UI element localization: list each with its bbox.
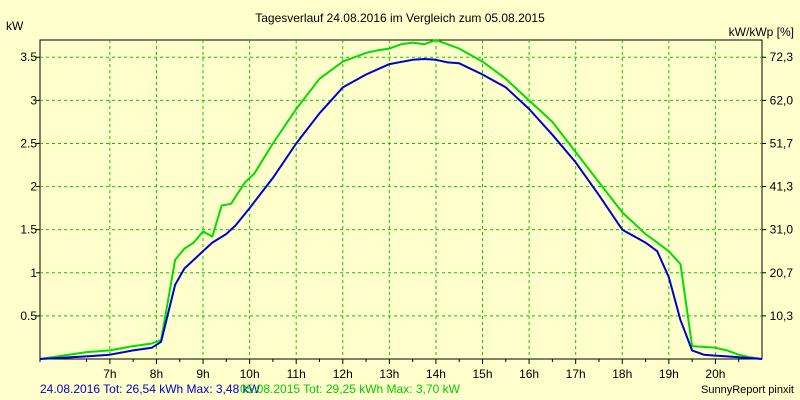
y-tick-label-right: 31,0: [770, 223, 794, 237]
footer-series-1-summary: 24.08.2016 Tot: 26,54 kWh Max: 3,48 kW: [40, 382, 261, 396]
series-line-2: [39, 39, 763, 360]
y-tick-label-left: 1: [30, 266, 37, 280]
series-line-1: [39, 58, 763, 360]
x-tick-label: 16h: [519, 367, 539, 381]
y-axis-label-right: kW/kWp [%]: [729, 25, 794, 39]
y-tick-label-right: 20,7: [770, 266, 794, 280]
series-lines: [39, 39, 763, 360]
y-axis-label-left: kW: [6, 19, 24, 33]
grid-lines: [40, 40, 762, 359]
y-tick-label-right: 72,3: [770, 50, 794, 64]
axis-ticks: 7h 8h 9h 10h 11h 12h 13h 14h 15h 16h 17h 18h 19h 20h 0…: [20, 50, 793, 381]
x-tick-label: 10h: [240, 367, 260, 381]
y-tick-label-left: 1.5: [20, 223, 37, 237]
y-tick-label-left: 3: [30, 93, 37, 107]
y-tick-label-left: 3.5: [20, 50, 37, 64]
x-tick-label: 19h: [659, 367, 679, 381]
y-tick-label-right: 10,3: [770, 309, 794, 323]
x-tick-label: 9h: [196, 367, 209, 381]
x-tick-label: 12h: [333, 367, 353, 381]
y-tick-label-right: 51,7: [770, 136, 794, 150]
footer-source: SunnyReport pinxit: [701, 384, 794, 396]
x-tick-label: 15h: [473, 367, 493, 381]
y-tick-label-left: 2: [30, 180, 37, 194]
x-tick-label: 20h: [705, 367, 725, 381]
x-tick-label: 14h: [426, 367, 446, 381]
x-tick-label: 18h: [612, 367, 632, 381]
x-tick-label: 8h: [150, 367, 163, 381]
footer-series-2-summary: 05.08.2015 Tot: 29,25 kWh Max: 3,70 kW: [240, 382, 461, 396]
chart-title: Tagesverlauf 24.08.2016 im Vergleich zum…: [255, 11, 545, 25]
y-tick-label-right: 41,3: [770, 180, 794, 194]
plot-area: [39, 39, 763, 360]
x-tick-label: 11h: [287, 367, 306, 381]
y-tick-label-left: 0.5: [20, 309, 37, 323]
x-tick-label: 17h: [566, 367, 586, 381]
x-tick-label: 7h: [103, 367, 116, 381]
y-tick-label-left: 2.5: [20, 136, 37, 150]
y-tick-label-right: 62,0: [770, 93, 794, 107]
x-tick-label: 13h: [379, 367, 399, 381]
